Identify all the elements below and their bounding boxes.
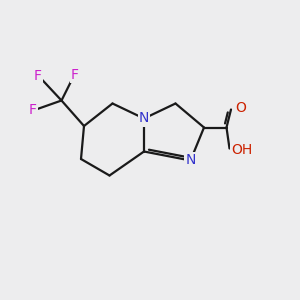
Text: N: N — [139, 112, 149, 125]
Text: O: O — [236, 101, 246, 115]
Text: F: F — [71, 68, 79, 82]
Text: OH: OH — [231, 143, 252, 157]
Text: F: F — [29, 103, 37, 116]
Text: F: F — [34, 70, 41, 83]
Text: N: N — [185, 154, 196, 167]
